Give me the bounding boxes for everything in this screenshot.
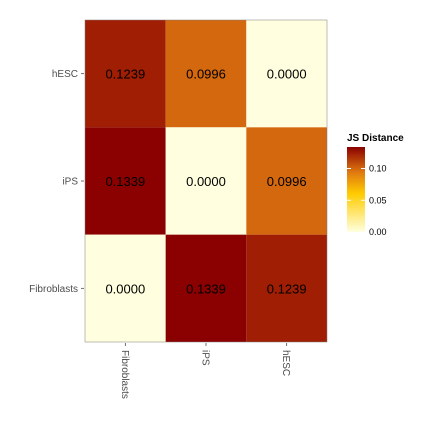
y-tick-label: iPS bbox=[62, 177, 78, 188]
x-tick-label: iPS bbox=[200, 350, 211, 366]
panel-border bbox=[84, 19, 328, 343]
cell-value-label: 0.0000 bbox=[186, 174, 226, 189]
heatmap-cell bbox=[165, 20, 247, 128]
legend: JS Distance 0.10 0.05 0.00 bbox=[347, 133, 404, 237]
heatmap-cell bbox=[165, 127, 247, 235]
x-tick-label: Fibroblasts bbox=[119, 350, 130, 399]
legend-title: JS Distance bbox=[347, 133, 404, 144]
cell-value-label: 0.0996 bbox=[186, 67, 226, 82]
legend-tick-label: 0.05 bbox=[369, 195, 387, 205]
heatmap-cell bbox=[85, 127, 166, 235]
heatmap-cell bbox=[246, 234, 327, 342]
cell-value-label: 0.1339 bbox=[105, 174, 145, 189]
heatmap-cell bbox=[165, 234, 247, 342]
cell-value-label: 0.1339 bbox=[186, 281, 226, 296]
legend-colorbar bbox=[347, 147, 365, 232]
cell-value-label: 0.0000 bbox=[267, 67, 307, 82]
cell-value-label: 0.1239 bbox=[105, 67, 145, 82]
x-axis: Fibroblasts iPS hESC bbox=[119, 343, 291, 399]
heatmap-cell bbox=[85, 20, 166, 128]
y-axis: hESC iPS Fibroblasts bbox=[29, 69, 84, 295]
legend-tick-label: 0.00 bbox=[369, 227, 387, 237]
heatmap-cell bbox=[246, 20, 327, 128]
heatmap-cell bbox=[246, 127, 327, 235]
heatmap-panel: 0.1239 0.0996 0.0000 0.1339 0.0000 0.0996 0.00… bbox=[84, 19, 328, 343]
cell-value-label: 0.0000 bbox=[105, 281, 145, 296]
y-tick-label: Fibroblasts bbox=[29, 284, 78, 295]
y-tick-label: hESC bbox=[52, 69, 78, 80]
heatmap-cell bbox=[85, 234, 166, 342]
cell-value-label: 0.0996 bbox=[267, 174, 307, 189]
legend-tick-label: 0.10 bbox=[369, 164, 387, 174]
cell-value-label: 0.1239 bbox=[267, 281, 307, 296]
x-tick-label: hESC bbox=[280, 350, 291, 376]
